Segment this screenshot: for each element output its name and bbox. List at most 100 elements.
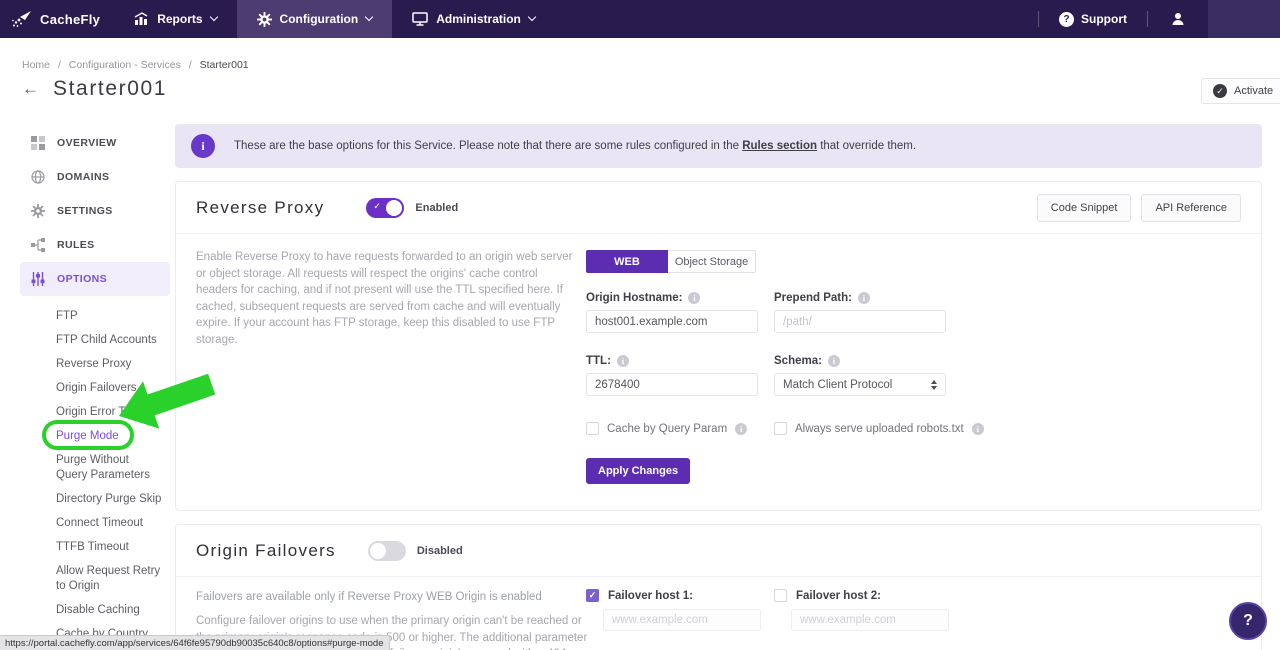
tab-web[interactable]: WEB xyxy=(586,250,668,273)
nav-administration[interactable]: Administration xyxy=(392,0,555,38)
sidebar-item-origin-failovers[interactable]: Origin Failovers xyxy=(56,381,137,394)
breadcrumb: Home / Configuration - Services / Starte… xyxy=(22,59,249,71)
share-nodes-icon xyxy=(30,238,46,252)
sidebar: OVERVIEW DOMAINS SETTINGS RULES xyxy=(20,126,170,650)
sidebar-item-settings[interactable]: SETTINGS xyxy=(20,194,170,228)
origin-failovers-header: Origin Failovers Disabled xyxy=(176,525,1261,577)
user-menu[interactable] xyxy=(1148,11,1208,27)
page-title-row: ← Starter001 xyxy=(22,77,167,101)
nav-configuration[interactable]: Configuration xyxy=(236,0,393,38)
cache-by-query-param-checkbox[interactable] xyxy=(586,422,599,435)
prepend-path-label-row: Prepend Path: i xyxy=(774,292,946,304)
failover-host-2-checkbox[interactable] xyxy=(774,589,787,602)
schema-label: Schema: xyxy=(774,355,822,367)
rules-section-link[interactable]: Rules section xyxy=(742,140,817,152)
prepend-path-input[interactable] xyxy=(774,310,946,333)
reverse-proxy-description: Enable Reverse Proxy to have requests fo… xyxy=(196,251,573,346)
sidebar-main-nav: OVERVIEW DOMAINS SETTINGS RULES xyxy=(20,126,170,296)
tab-object-storage[interactable]: Object Storage xyxy=(668,250,756,273)
info-icon[interactable]: i xyxy=(971,422,984,435)
brand-logo[interactable]: CacheFly xyxy=(0,0,114,38)
activate-button[interactable]: ✓ Activate xyxy=(1201,78,1280,104)
sidebar-item-domains[interactable]: DOMAINS xyxy=(20,160,170,194)
question-circle-icon: ? xyxy=(1059,11,1074,27)
info-banner: i These are the base options for this Se… xyxy=(175,124,1262,168)
prepend-path-field: Prepend Path: i xyxy=(774,292,946,333)
api-reference-button[interactable]: API Reference xyxy=(1141,193,1241,222)
breadcrumb-home[interactable]: Home xyxy=(22,59,51,71)
failover-host-2-input[interactable] xyxy=(791,609,949,631)
sidebar-item-options[interactable]: OPTIONS xyxy=(20,262,170,296)
sidebar-item-label: OPTIONS xyxy=(57,273,108,285)
apply-changes-button[interactable]: Apply Changes xyxy=(586,458,691,484)
cache-by-query-param-row: Cache by Query Param i xyxy=(586,422,748,435)
info-icon[interactable]: i xyxy=(688,292,701,304)
failover-host-1-checkbox[interactable]: ✓ xyxy=(586,589,599,602)
origin-failovers-card: Origin Failovers Disabled Failovers are … xyxy=(175,524,1262,650)
header-buttons: Code Snippet API Reference xyxy=(1036,193,1241,222)
sidebar-item-label: DOMAINS xyxy=(57,171,110,183)
sidebar-item-connect-timeout[interactable]: Connect Timeout xyxy=(56,516,143,529)
activate-label: Activate xyxy=(1234,85,1274,97)
robots-txt-label: Always serve uploaded robots.txt xyxy=(795,422,964,435)
toggle-knob xyxy=(386,199,403,216)
grid-icon xyxy=(30,136,46,150)
sidebar-item-overview[interactable]: OVERVIEW xyxy=(20,126,170,160)
cache-by-query-param-label: Cache by Query Param xyxy=(607,422,728,435)
banner-text-before: These are the base options for this Serv… xyxy=(234,140,743,152)
sidebar-item-ftp-child-accounts[interactable]: FTP Child Accounts xyxy=(56,333,157,346)
sidebar-item-directory-purge-skip[interactable]: Directory Purge Skip xyxy=(56,492,162,505)
info-icon[interactable]: i xyxy=(857,292,870,304)
sidebar-item-origin-error-ttl[interactable]: Origin Error TTL xyxy=(56,405,139,418)
schema-field: Schema: i Match Client Protocol xyxy=(774,355,946,396)
navbar-right: ? Support xyxy=(1038,0,1280,38)
prepend-path-label: Prepend Path: xyxy=(774,292,852,304)
check-icon: ✓ xyxy=(373,200,381,211)
sidebar-item-label: OVERVIEW xyxy=(57,137,117,149)
back-arrow-icon[interactable]: ← xyxy=(22,79,39,98)
ttl-input[interactable] xyxy=(586,373,758,396)
nav-reports[interactable]: Reports xyxy=(114,0,236,38)
origin-type-tabs: WEB Object Storage xyxy=(586,250,756,273)
nav-reports-label: Reports xyxy=(157,12,203,26)
sidebar-item-purge-without-query-parameters[interactable]: Purge Without Query Parameters xyxy=(56,453,150,481)
robots-txt-checkbox[interactable] xyxy=(774,422,787,435)
nav-support-label: Support xyxy=(1081,12,1127,26)
code-snippet-button[interactable]: Code Snippet xyxy=(1036,193,1132,222)
sidebar-item-ftp[interactable]: FTP xyxy=(56,309,78,322)
schema-select[interactable]: Match Client Protocol xyxy=(774,373,946,396)
breadcrumb-section[interactable]: Configuration - Services xyxy=(68,59,181,71)
nav-configuration-label: Configuration xyxy=(279,12,359,26)
divider xyxy=(1147,11,1148,27)
origin-hostname-label: Origin Hostname: xyxy=(586,292,683,304)
info-icon[interactable]: i xyxy=(616,355,629,367)
info-icon[interactable]: i xyxy=(735,422,748,435)
failover-host-1-group: ✓ Failover host 1: xyxy=(586,589,761,631)
sidebar-item-purge-mode[interactable]: Purge Mode xyxy=(42,420,162,450)
sidebar-item-ttfb-timeout[interactable]: TTFB Timeout xyxy=(56,540,129,553)
reverse-proxy-toggle[interactable]: ✓ xyxy=(366,197,405,218)
breadcrumb-separator: / xyxy=(188,59,192,71)
ttl-label-row: TTL: i xyxy=(586,355,758,367)
chevron-down-icon xyxy=(527,12,537,22)
help-button[interactable]: ? xyxy=(1229,602,1267,640)
navbar-end-block xyxy=(1208,0,1280,38)
sidebar-item-rules[interactable]: RULES xyxy=(20,228,170,262)
page-title: Starter001 xyxy=(53,77,168,100)
ttl-field: TTL: i xyxy=(586,355,758,396)
cachefly-rocket-icon xyxy=(12,11,31,27)
sidebar-item-allow-request-retry[interactable]: Allow Request Retry to Origin xyxy=(56,564,161,592)
nav-support[interactable]: ? Support xyxy=(1039,11,1147,27)
sidebar-item-reverse-proxy[interactable]: Reverse Proxy xyxy=(56,357,132,370)
origin-failovers-toggle[interactable] xyxy=(367,540,406,561)
info-icon[interactable]: i xyxy=(827,355,840,367)
failover-host-2-row: Failover host 2: xyxy=(774,589,949,602)
origin-hostname-input[interactable] xyxy=(586,310,758,333)
monitor-icon xyxy=(412,12,428,26)
toggle-knob xyxy=(369,542,386,559)
check-circle-icon: ✓ xyxy=(1213,84,1227,98)
failover-host-1-input[interactable] xyxy=(603,609,761,631)
sidebar-item-disable-caching[interactable]: Disable Caching xyxy=(56,603,140,616)
origin-hostname-label-row: Origin Hostname: i xyxy=(586,292,758,304)
user-icon xyxy=(1172,13,1184,25)
